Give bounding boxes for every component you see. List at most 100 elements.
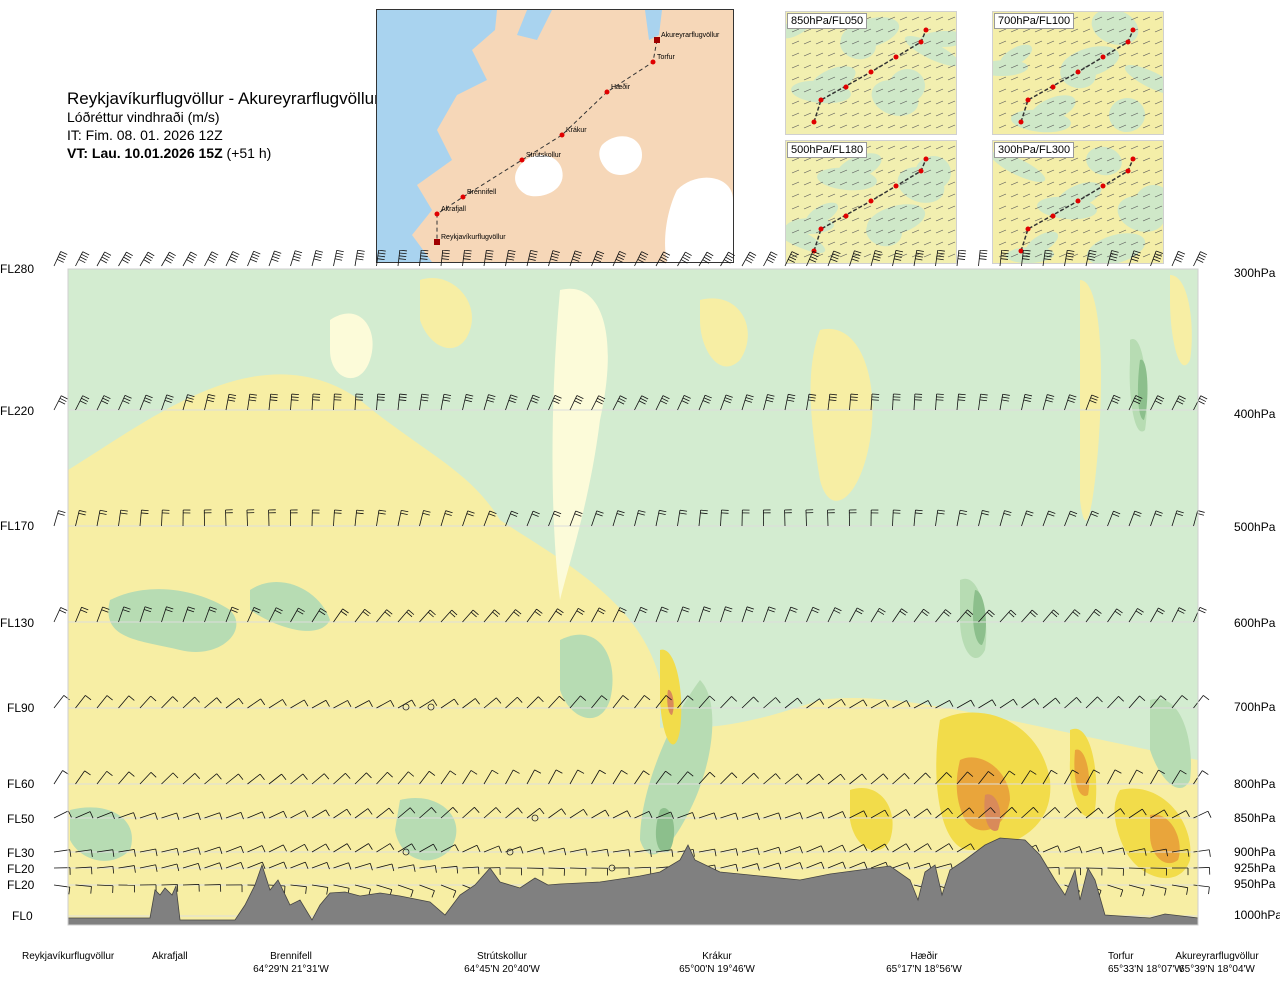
level-map-field	[791, 80, 851, 104]
wind-barb	[741, 847, 760, 856]
level-map-barb	[791, 28, 800, 33]
level-map-barb	[998, 52, 1007, 57]
level-map-field	[993, 152, 1046, 182]
wind-barb	[612, 810, 631, 819]
level-map-barb	[998, 28, 1007, 33]
level-map-barb	[827, 229, 836, 234]
wind-contour-strong-down	[972, 590, 986, 645]
wind-barb	[1021, 250, 1031, 267]
level-map-barb	[1034, 217, 1043, 222]
level-map-barb	[1022, 124, 1031, 129]
wind-barb	[677, 509, 688, 527]
level-map-barb	[1094, 40, 1103, 45]
wind-barb	[870, 809, 889, 819]
wind-barb	[268, 607, 283, 623]
wind-barb	[483, 845, 502, 853]
level-map-700-svg	[993, 12, 1163, 134]
level-map-barb	[1142, 100, 1151, 105]
level-map-barb	[1082, 52, 1091, 57]
wind-barb	[139, 695, 157, 709]
wind-barb	[1042, 807, 1061, 819]
hpa-label: 850hPa	[1234, 811, 1276, 825]
level-map-barb	[803, 64, 812, 69]
wind-barb	[634, 866, 652, 875]
wind-barb	[333, 509, 342, 527]
level-map-barb	[935, 76, 944, 81]
wind-barb	[1042, 845, 1061, 853]
wind-barb	[118, 695, 135, 709]
wind-barb	[526, 608, 543, 623]
level-map-barb	[887, 112, 896, 117]
wind-barb	[849, 773, 867, 785]
wind-barb	[913, 772, 931, 785]
wind-barb	[677, 395, 691, 411]
level-map-barb	[911, 241, 920, 246]
level-map-barb	[1070, 169, 1079, 174]
wind-barb	[182, 812, 201, 820]
level-map-barb	[1058, 169, 1067, 174]
wind-barb	[612, 395, 627, 411]
wind-barb	[204, 862, 223, 870]
wind-barb	[913, 843, 932, 853]
level-map-barb	[1142, 169, 1151, 174]
level-map-barb	[1106, 88, 1115, 93]
wind-barb	[1064, 867, 1081, 876]
wind-barb	[75, 811, 94, 819]
wind-barb	[870, 843, 889, 853]
level-map-barb	[1070, 217, 1079, 222]
level-map-barb	[1130, 169, 1139, 174]
wind-barb	[204, 251, 219, 267]
wind-barb	[892, 700, 911, 709]
level-map-barb	[1046, 157, 1055, 162]
level-map-barb	[815, 157, 824, 162]
level-map-barb	[1142, 28, 1151, 33]
wind-contour-weak-up	[700, 298, 748, 367]
wind-barb	[1193, 251, 1208, 267]
wind-barb	[225, 845, 244, 854]
hpa-label: 600hPa	[1234, 616, 1276, 630]
level-map-barb	[1034, 229, 1043, 234]
waypoint-marker	[559, 132, 565, 138]
wind-barb	[1042, 697, 1061, 709]
wind-barb	[634, 606, 648, 623]
wind-barb	[956, 609, 974, 623]
wind-barb	[462, 250, 472, 267]
hpa-label: 500hPa	[1234, 520, 1276, 534]
level-map-barb	[875, 169, 884, 174]
level-map-barb	[1010, 229, 1019, 234]
level-map-barb	[1022, 40, 1031, 45]
level-map-barb	[791, 124, 800, 129]
wind-barb	[677, 812, 696, 820]
level-map-barb	[887, 88, 896, 93]
level-map-barb	[1010, 193, 1019, 198]
level-map-barb	[1010, 76, 1019, 81]
level-map-barb	[863, 205, 872, 210]
wind-barb	[118, 771, 135, 785]
wind-barb	[419, 699, 438, 709]
wind-contour-strong-down	[655, 808, 675, 853]
level-map-barb	[803, 40, 812, 45]
level-map-barb	[875, 16, 884, 21]
wind-barb	[655, 606, 669, 623]
wind-barb	[182, 606, 196, 623]
wind-barb	[290, 393, 299, 411]
wind-barb	[806, 861, 825, 870]
wind-barb	[290, 607, 305, 623]
wind-barb	[204, 394, 216, 411]
wind-barb	[784, 862, 803, 870]
location-label: Brennifell 64°29'N 21°31'W	[253, 951, 329, 975]
level-map-barb	[911, 124, 920, 129]
level-map-barb	[803, 28, 812, 33]
level-map-field	[897, 167, 945, 203]
level-map-barb	[1058, 88, 1067, 93]
level-map-barb	[827, 76, 836, 81]
level-map-barb	[1118, 241, 1127, 246]
wind-barb	[182, 696, 200, 709]
level-map-barb	[947, 88, 956, 93]
wind-contour-weak-up	[420, 278, 472, 349]
level-map-barb	[851, 217, 860, 222]
wind-barb	[462, 510, 475, 527]
level-map-barb	[935, 193, 944, 198]
wind-barb	[139, 509, 149, 527]
level-map-barb	[1094, 193, 1103, 198]
